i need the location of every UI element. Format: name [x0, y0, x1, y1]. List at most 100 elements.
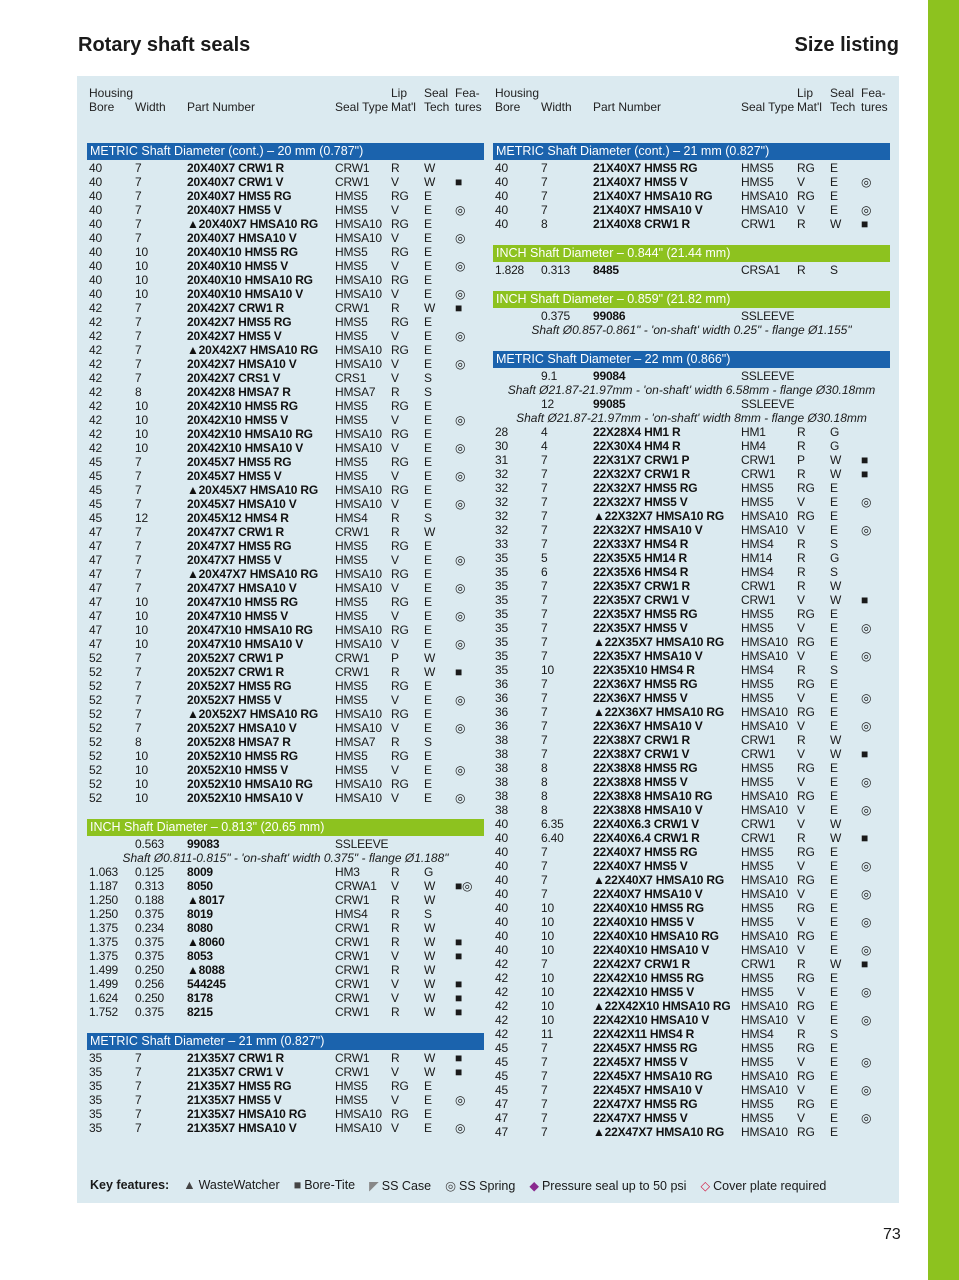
cell: W: [424, 879, 436, 893]
cell: 7: [541, 957, 548, 971]
cell: 10: [135, 623, 148, 637]
cell: 40: [89, 231, 102, 245]
table-row: 42 7 20X42X7 HMS5 V HMS5 V E ◎: [87, 329, 484, 343]
header-text: Bore: [89, 100, 115, 114]
cell: W: [424, 651, 436, 665]
cell: 20X42X7 CRW1 R: [187, 301, 285, 315]
right-column: Housing Bore Width Part Number Seal Type Lip M…: [493, 84, 890, 1153]
cell: 21X40X7 HMS5 RG: [593, 161, 698, 175]
cell: ■: [455, 991, 463, 1005]
cell: 4: [541, 439, 548, 453]
table-row: 1.828 0.313 8485 CRSA1 R S: [493, 263, 890, 277]
table-row: 45 7 20X45X7 HMS5 V HMS5 V E ◎: [87, 469, 484, 483]
cell: 20X40X10 HMSA10 V: [187, 287, 304, 301]
cell: V: [391, 581, 399, 595]
cell: 20X45X12 HMS4 R: [187, 511, 289, 525]
cell: V: [797, 775, 805, 789]
cell: 22X35X7 HMS5 V: [593, 621, 688, 635]
cell: W: [424, 175, 436, 189]
cell: 22X47X7 HMS5 RG: [593, 1097, 698, 1111]
header-cell: Seal Tech: [424, 84, 455, 114]
cell: ■: [455, 175, 463, 189]
cell: R: [391, 935, 400, 949]
cell: 10: [135, 763, 148, 777]
cell: 38: [495, 747, 508, 761]
table-row: 47 7 ▲22X47X7 HMSA10 RG HMSA10 RG E: [493, 1125, 890, 1139]
cell: V: [391, 231, 399, 245]
cell: E: [424, 553, 432, 567]
cell: 7: [135, 161, 142, 175]
cell: ■: [455, 949, 463, 963]
cell: 7: [541, 859, 548, 873]
cell: HMSA10: [741, 719, 788, 733]
cell: HMSA10: [741, 1013, 788, 1027]
cell: 7: [135, 721, 142, 735]
cell: 10: [541, 971, 554, 985]
cell: 42: [89, 315, 102, 329]
cell: 20X40X10 HMSA10 RG: [187, 273, 313, 287]
cell: W: [424, 977, 436, 991]
cell: ■: [861, 747, 869, 761]
cell: 20X52X10 HMSA10 RG: [187, 777, 313, 791]
cell: ◎: [861, 1111, 872, 1125]
cell: V: [391, 259, 399, 273]
cell: R: [797, 957, 806, 971]
cell: 20X52X7 HMSA10 V: [187, 721, 297, 735]
cell: E: [830, 1097, 838, 1111]
cell: ■: [455, 935, 463, 949]
cell: E: [424, 427, 432, 441]
cell: 38: [495, 803, 508, 817]
cell: SSLEEVE: [741, 397, 795, 411]
cell: HMS5: [741, 985, 774, 999]
cell: 10: [541, 999, 554, 1013]
cell: HMSA10: [335, 721, 382, 735]
cell: ◎: [861, 719, 872, 733]
table-row: 35 10 22X35X10 HMS4 R HMS4 R S: [493, 663, 890, 677]
cell: V: [391, 721, 399, 735]
table-row: 38 8 22X38X8 HMS5 RG HMS5 RG E: [493, 761, 890, 775]
header-text: Lip: [797, 86, 814, 100]
cell: ◎: [455, 413, 466, 427]
cell: 35: [495, 579, 508, 593]
cell: 7: [135, 203, 142, 217]
table-row: 52 10 20X52X10 HMSA10 RG HMSA10 RG E: [87, 777, 484, 791]
cell: 8: [541, 803, 548, 817]
cell: 52: [89, 763, 102, 777]
side-bar: [928, 0, 959, 1280]
table-row: 42 10 22X42X10 HMS5 V HMS5 V E ◎: [493, 985, 890, 999]
cell: 0.250: [135, 963, 165, 977]
cell: 22X28X4 HM1 R: [593, 425, 681, 439]
cell: HMSA10: [741, 649, 788, 663]
cell: 20X47X7 CRW1 R: [187, 525, 285, 539]
cell: E: [830, 971, 838, 985]
cell: RG: [797, 761, 815, 775]
cell: E: [830, 691, 838, 705]
cell: RG: [391, 217, 409, 231]
cell: 4: [541, 425, 548, 439]
cell: 7: [135, 1121, 142, 1135]
cell: RG: [797, 607, 815, 621]
cell: 7: [135, 651, 142, 665]
table-row: 52 10 20X52X10 HMSA10 V HMSA10 V E ◎: [87, 791, 484, 805]
cell: 0.125: [135, 865, 165, 879]
cell: W: [424, 1051, 436, 1065]
cell: 7: [541, 189, 548, 203]
cell: 1.063: [89, 865, 119, 879]
table-row: 45 7 22X45X7 HMSA10 V HMSA10 V E ◎: [493, 1083, 890, 1097]
table-row: 47 7 22X47X7 HMS5 RG HMS5 RG E: [493, 1097, 890, 1111]
cell: 42: [89, 343, 102, 357]
cell: E: [424, 567, 432, 581]
cell: 1.828: [495, 263, 525, 277]
cell: W: [424, 921, 436, 935]
cell: 21X35X7 HMSA10 V: [187, 1121, 297, 1135]
cell: 7: [541, 509, 548, 523]
cell: 42: [89, 441, 102, 455]
cell: 22X45X7 HMSA10 V: [593, 1083, 703, 1097]
cell: W: [830, 579, 842, 593]
cell: W: [424, 935, 436, 949]
table-row: 42 7 20X42X7 HMS5 RG HMS5 RG E: [87, 315, 484, 329]
key-label: WasteWatcher: [198, 1178, 280, 1192]
table-row: 42 7 20X42X7 HMSA10 V HMSA10 V E ◎: [87, 357, 484, 371]
cell: RG: [797, 873, 815, 887]
cell: 35: [495, 621, 508, 635]
